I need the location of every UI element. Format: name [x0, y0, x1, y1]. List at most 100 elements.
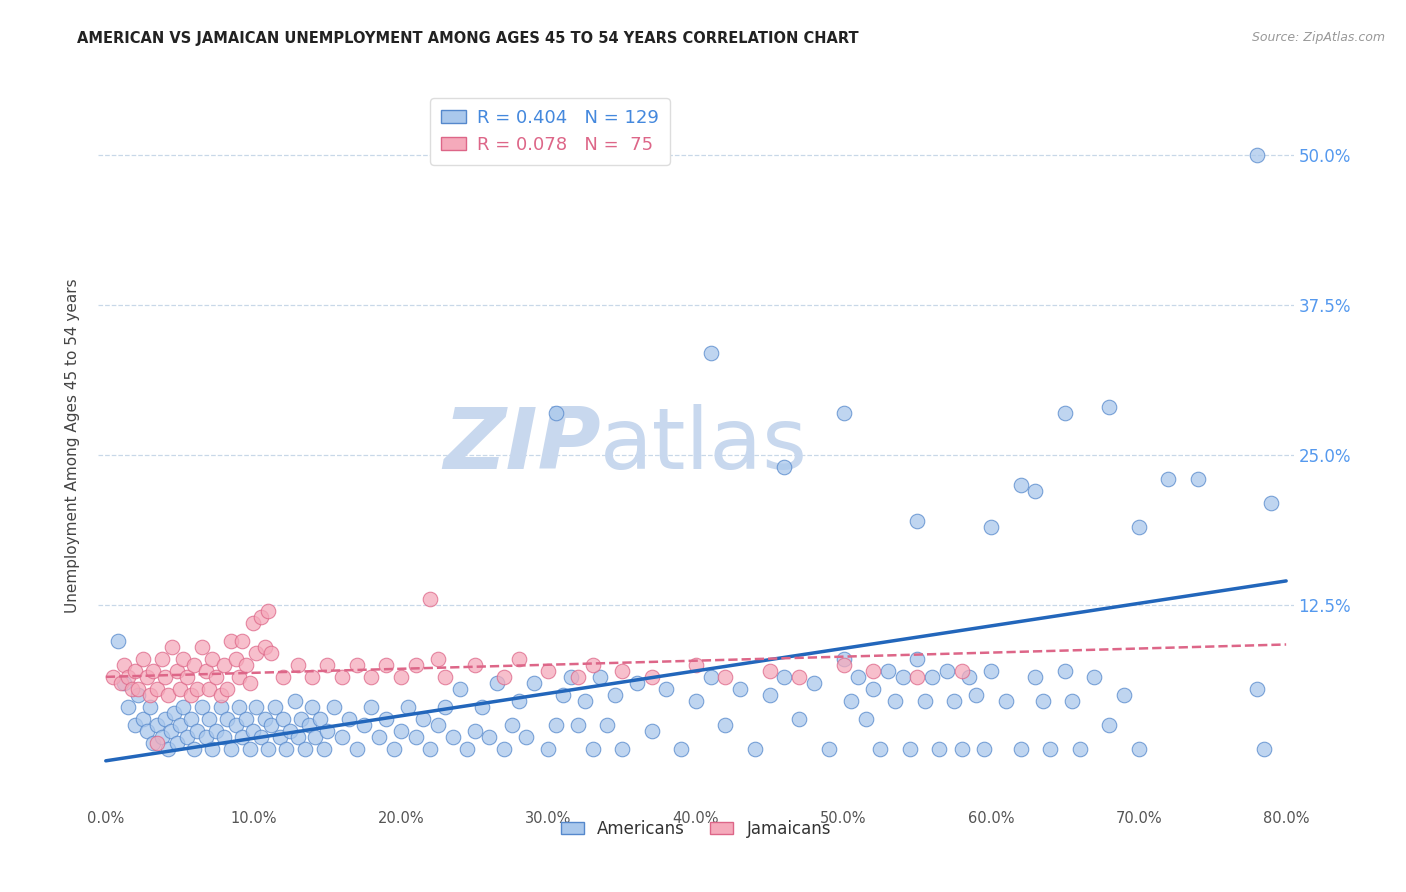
- Point: [641, 670, 664, 684]
- Point: [190, 640, 212, 654]
- Point: [1098, 718, 1121, 732]
- Point: [131, 712, 153, 726]
- Point: [544, 406, 567, 420]
- Text: Source: ZipAtlas.com: Source: ZipAtlas.com: [1251, 31, 1385, 45]
- Point: [271, 712, 294, 726]
- Point: [107, 633, 129, 648]
- Point: [905, 514, 928, 528]
- Point: [212, 657, 235, 672]
- Point: [150, 730, 173, 744]
- Point: [166, 664, 188, 678]
- Point: [183, 657, 205, 672]
- Point: [239, 741, 262, 756]
- Point: [389, 723, 412, 738]
- Point: [494, 741, 516, 756]
- Point: [464, 723, 486, 738]
- Point: [209, 699, 232, 714]
- Point: [201, 741, 224, 756]
- Point: [441, 730, 464, 744]
- Legend: Americans, Jamaicans: Americans, Jamaicans: [554, 814, 838, 845]
- Point: [921, 670, 943, 684]
- Point: [1024, 483, 1046, 498]
- Point: [862, 664, 884, 678]
- Point: [215, 712, 238, 726]
- Point: [249, 730, 271, 744]
- Point: [957, 670, 980, 684]
- Point: [219, 633, 242, 648]
- Point: [508, 652, 530, 666]
- Point: [523, 676, 546, 690]
- Point: [994, 694, 1017, 708]
- Point: [1157, 472, 1180, 486]
- Text: atlas: atlas: [600, 404, 808, 488]
- Point: [136, 670, 159, 684]
- Point: [323, 699, 346, 714]
- Point: [235, 712, 257, 726]
- Point: [330, 730, 353, 744]
- Point: [905, 670, 928, 684]
- Point: [375, 657, 398, 672]
- Point: [862, 681, 884, 696]
- Point: [219, 741, 242, 756]
- Point: [898, 741, 921, 756]
- Point: [567, 718, 589, 732]
- Point: [1253, 741, 1275, 756]
- Point: [1053, 406, 1076, 420]
- Point: [485, 676, 508, 690]
- Point: [817, 741, 839, 756]
- Point: [1083, 670, 1105, 684]
- Point: [537, 664, 560, 678]
- Point: [758, 664, 780, 678]
- Point: [758, 688, 780, 702]
- Point: [260, 646, 283, 660]
- Point: [980, 664, 1002, 678]
- Point: [1062, 694, 1084, 708]
- Point: [612, 741, 634, 756]
- Point: [1112, 688, 1135, 702]
- Point: [242, 723, 264, 738]
- Point: [846, 670, 869, 684]
- Point: [567, 670, 589, 684]
- Point: [169, 718, 191, 732]
- Point: [869, 741, 891, 756]
- Point: [346, 741, 368, 756]
- Point: [943, 694, 966, 708]
- Point: [346, 657, 368, 672]
- Point: [139, 688, 162, 702]
- Point: [773, 670, 796, 684]
- Point: [205, 723, 228, 738]
- Point: [112, 657, 135, 672]
- Point: [209, 688, 232, 702]
- Point: [269, 730, 291, 744]
- Point: [124, 664, 146, 678]
- Point: [160, 640, 183, 654]
- Point: [287, 730, 309, 744]
- Point: [965, 688, 987, 702]
- Point: [257, 741, 280, 756]
- Point: [225, 652, 247, 666]
- Point: [891, 670, 914, 684]
- Point: [153, 712, 176, 726]
- Point: [112, 676, 135, 690]
- Point: [419, 741, 441, 756]
- Point: [685, 657, 707, 672]
- Point: [316, 723, 339, 738]
- Point: [714, 670, 737, 684]
- Point: [744, 741, 766, 756]
- Point: [176, 670, 198, 684]
- Point: [405, 657, 427, 672]
- Point: [212, 730, 235, 744]
- Point: [180, 688, 202, 702]
- Point: [290, 712, 312, 726]
- Point: [231, 730, 253, 744]
- Point: [832, 406, 855, 420]
- Point: [560, 670, 582, 684]
- Point: [117, 670, 139, 684]
- Point: [1187, 472, 1209, 486]
- Point: [980, 520, 1002, 534]
- Point: [1128, 520, 1150, 534]
- Point: [832, 657, 855, 672]
- Point: [876, 664, 898, 678]
- Point: [1053, 664, 1076, 678]
- Point: [603, 688, 626, 702]
